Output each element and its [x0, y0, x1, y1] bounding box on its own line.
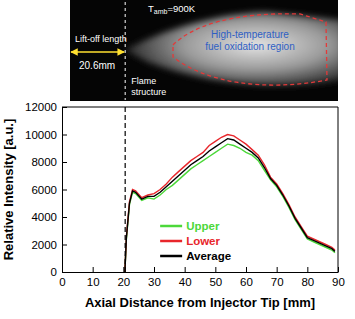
- x-tick-mark: [307, 267, 308, 272]
- series-line: [125, 139, 335, 272]
- temperature-value: =900K: [167, 3, 195, 14]
- y-tick: 10000: [25, 129, 67, 141]
- x-tick-label: 20: [117, 276, 130, 288]
- y-tick: 6000: [31, 184, 67, 196]
- y-tick-mark: [62, 135, 67, 136]
- y-tick: 8000: [31, 156, 67, 168]
- x-tick-mark: [246, 267, 247, 272]
- y-tick-mark: [62, 217, 67, 218]
- lift-off-marker-image: [125, 2, 126, 100]
- frame-top: [62, 107, 338, 108]
- legend: Upper Lower Average: [160, 220, 231, 262]
- lift-off-marker: [125, 107, 126, 272]
- oxidation-region-text: fuel oxidation region: [205, 41, 295, 52]
- x-tick: 40: [179, 267, 192, 288]
- lift-off-text: Lift-off length: [75, 34, 127, 44]
- flame-glow: [125, 12, 338, 86]
- frame-right: [338, 107, 339, 272]
- x-tick: 60: [240, 267, 253, 288]
- x-tick: 50: [209, 267, 222, 288]
- series-line: [125, 144, 335, 272]
- x-tick: 20: [117, 267, 130, 288]
- y-tick-mark: [62, 162, 67, 163]
- x-tick-label: 60: [240, 276, 253, 288]
- x-tick-label: 80: [301, 276, 314, 288]
- x-tick-label: 0: [59, 276, 65, 288]
- lift-off-arrow: [71, 51, 124, 53]
- x-tick-mark: [123, 267, 124, 272]
- legend-label: Average: [186, 250, 231, 262]
- legend-label: Upper: [186, 220, 220, 232]
- x-tick-label: 90: [332, 276, 345, 288]
- y-axis-title: Relative Intensity [a.u.]: [1, 119, 16, 261]
- y-tick-label: 6000: [31, 184, 57, 196]
- legend-swatch: [160, 255, 182, 258]
- ambient-temperature: Tamb=900K: [148, 3, 196, 15]
- y-tick-label: 0: [51, 266, 57, 278]
- x-tick-mark: [277, 267, 278, 272]
- y-tick-label: 2000: [31, 239, 57, 251]
- oxidation-region-text: High-temperature: [211, 29, 289, 40]
- x-tick-label: 30: [148, 276, 161, 288]
- temperature-subscript: amb: [154, 8, 168, 15]
- legend-swatch: [160, 240, 182, 243]
- flame-image: Lift-off length 20.6mm Tamb=900K Flamestruc…: [70, 0, 343, 101]
- y-tick: 4000: [31, 211, 67, 223]
- x-axis-line: [63, 272, 339, 273]
- y-tick: 12000: [25, 101, 67, 113]
- y-tick-mark: [62, 245, 67, 246]
- x-tick: 70: [271, 267, 284, 288]
- x-tick-mark: [93, 267, 94, 272]
- x-tick-label: 70: [271, 276, 284, 288]
- x-tick-label: 10: [87, 276, 100, 288]
- legend-swatch: [160, 225, 182, 228]
- x-axis-title: Axial Distance from Injector Tip [mm]: [85, 295, 315, 310]
- x-tick-mark: [154, 267, 155, 272]
- flame-structure-text: structure: [131, 87, 166, 97]
- lift-off-value: 20.6mm: [79, 60, 115, 71]
- x-tick-mark: [215, 267, 216, 272]
- x-axis: 0 10 20 30 40 50 60 70 80 90: [59, 267, 345, 288]
- legend-label: Lower: [186, 235, 220, 247]
- oxidation-outline: [173, 14, 327, 85]
- series-line: [125, 135, 335, 273]
- y-tick-label: 12000: [25, 101, 57, 113]
- y-tick-label: 8000: [31, 156, 57, 168]
- y-tick: 2000: [31, 239, 67, 251]
- x-tick-label: 40: [179, 276, 192, 288]
- y-tick-mark: [62, 190, 67, 191]
- y-tick: 0: [51, 266, 67, 278]
- series-lines: [125, 135, 335, 273]
- y-tick-label: 10000: [25, 129, 57, 141]
- x-tick-mark: [185, 267, 186, 272]
- y-axis: 0 2000 4000 6000 8000 10000 12000: [25, 101, 67, 278]
- x-tick: 80: [301, 267, 314, 288]
- x-tick: 30: [148, 267, 161, 288]
- x-tick-label: 50: [209, 276, 222, 288]
- y-tick-mark: [62, 272, 67, 273]
- x-tick: 10: [87, 267, 100, 288]
- chart: Lift-off length 20.6mm Tamb=900K Flamestruc…: [0, 0, 355, 319]
- flame-structure-text: Flame: [131, 76, 156, 86]
- y-tick-label: 4000: [31, 211, 57, 223]
